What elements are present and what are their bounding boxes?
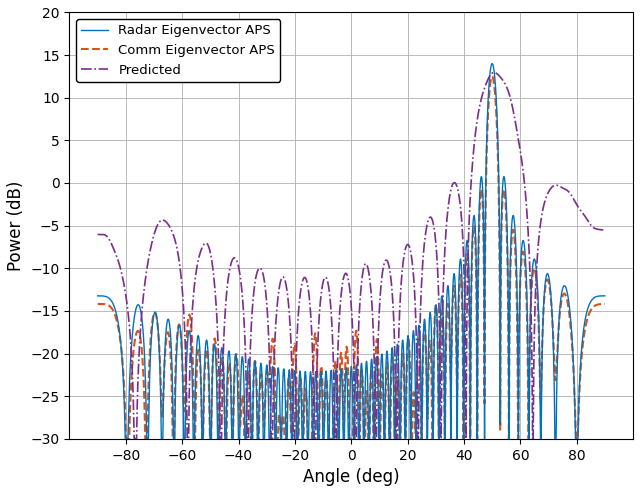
Radar Eigenvector APS [252,362,259,368]
Line: Comm Eigenvector APS: Comm Eigenvector APS [98,76,605,439]
Line: Predicted: Predicted [98,72,605,439]
Predicted [486,73,493,79]
X-axis label: Angle (deg): Angle (deg) [303,468,399,486]
Predicted [252,277,259,282]
Predicted [131,436,138,442]
Radar Eigenvector APS [155,338,163,344]
Comm Eigenvector APS [122,436,130,442]
Legend: Radar Eigenvector APS, Comm Eigenvector APS, Predicted: Radar Eigenvector APS, Comm Eigenvector … [76,19,280,82]
Predicted [444,204,452,210]
Line: Radar Eigenvector APS: Radar Eigenvector APS [98,64,605,439]
Radar Eigenvector APS [488,61,496,67]
Radar Eigenvector APS [94,293,102,299]
Comm Eigenvector APS [488,73,496,79]
Comm Eigenvector APS [94,301,102,307]
Predicted [601,227,609,233]
Predicted [154,221,162,227]
Predicted [126,325,134,331]
Radar Eigenvector APS [154,327,162,333]
Comm Eigenvector APS [155,337,163,343]
Predicted [94,232,102,238]
Radar Eigenvector APS [122,436,129,442]
Radar Eigenvector APS [486,76,493,82]
Comm Eigenvector APS [486,88,493,94]
Comm Eigenvector APS [154,327,162,333]
Radar Eigenvector APS [126,374,134,380]
Comm Eigenvector APS [444,302,452,308]
Comm Eigenvector APS [601,301,609,307]
Y-axis label: Power (dB): Power (dB) [7,180,25,271]
Predicted [490,70,498,75]
Predicted [155,220,163,226]
Comm Eigenvector APS [126,414,134,420]
Comm Eigenvector APS [252,359,259,365]
Radar Eigenvector APS [601,293,609,299]
Radar Eigenvector APS [444,283,452,289]
